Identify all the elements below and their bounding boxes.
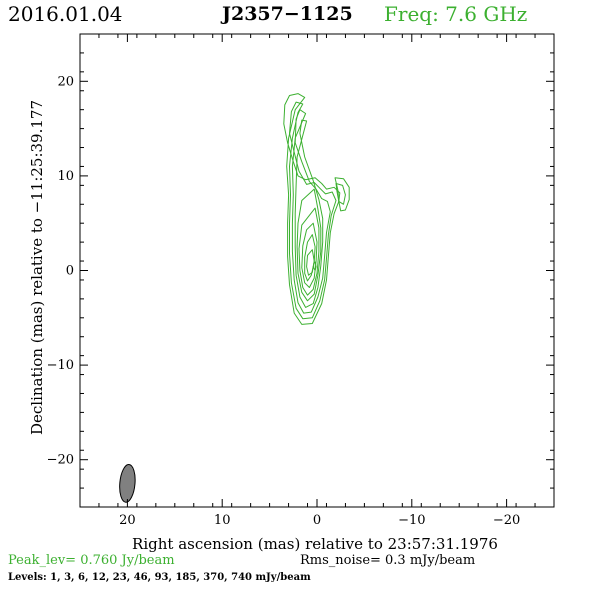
contour-93 xyxy=(301,222,318,288)
contour-23 xyxy=(296,188,322,302)
frequency-label: Freq: 7.6 GHz xyxy=(384,2,528,26)
x-tick-label: 10 xyxy=(214,513,231,528)
contour-740 xyxy=(313,261,317,271)
y-tick-label: −10 xyxy=(47,358,74,373)
y-tick-label: 0 xyxy=(66,264,74,279)
contour-12 xyxy=(294,119,324,308)
x-tick-label: 0 xyxy=(313,513,321,528)
contour-46 xyxy=(298,207,320,296)
beam-ellipse xyxy=(119,463,136,503)
x-tick-label: −20 xyxy=(493,513,520,528)
contour-levels: Levels: 1, 3, 6, 12, 23, 46, 93, 185, 37… xyxy=(8,572,311,583)
y-tick-label: 10 xyxy=(57,169,74,184)
y-tick-label: 20 xyxy=(57,74,74,89)
contour-370 xyxy=(306,249,315,276)
x-axis-title: Right ascension (mas) relative to 23:57:… xyxy=(132,535,498,553)
contour-6 xyxy=(291,109,331,314)
rms-noise: Rms_noise= 0.3 mJy/beam xyxy=(300,553,476,568)
contour-layer xyxy=(283,93,350,325)
x-tick-label: 20 xyxy=(119,513,136,528)
contour-3 xyxy=(335,183,346,205)
x-tick-label: −10 xyxy=(398,513,425,528)
contour-185 xyxy=(304,234,316,282)
tick-layer: 20 10 0 −10 −20 20 10 0 −10 −20 xyxy=(47,34,554,528)
peak-level: Peak_lev= 0.760 Jy/beam xyxy=(8,553,175,568)
source-name: J2357−1125 xyxy=(222,3,353,25)
observation-date: 2016.01.04 xyxy=(8,2,123,26)
contour-1 xyxy=(334,177,350,212)
y-tick-label: −20 xyxy=(47,453,74,468)
contour-1 xyxy=(283,93,341,325)
y-axis-title: Declination (mas) relative to −11:25:39.… xyxy=(28,100,46,435)
